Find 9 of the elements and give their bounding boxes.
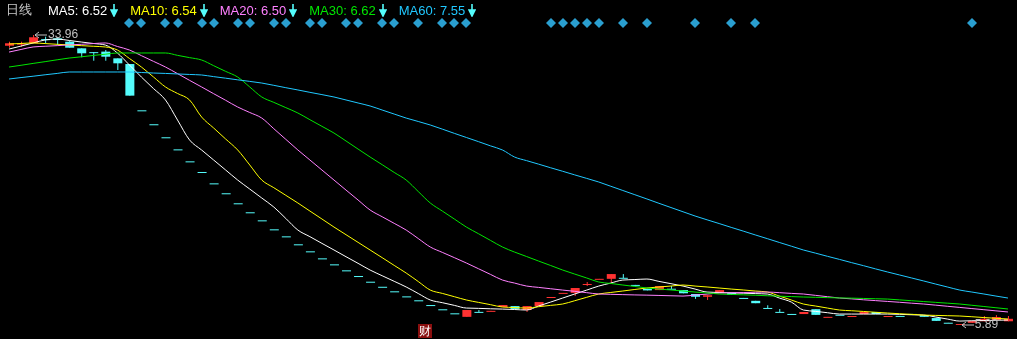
series-label: MA5: 6.52 xyxy=(48,2,108,18)
chart-title: 日线 xyxy=(6,1,32,19)
text: MA60: 7.55 xyxy=(398,2,466,18)
text: MA30: 6.62 xyxy=(309,2,376,18)
annotation: 财 xyxy=(418,324,432,338)
text: MA20: 6.50 xyxy=(219,2,287,18)
annotation: 5.89 xyxy=(974,317,999,331)
text: MA10: 6.54 xyxy=(130,2,197,18)
annotation: 33.96 xyxy=(48,27,79,41)
